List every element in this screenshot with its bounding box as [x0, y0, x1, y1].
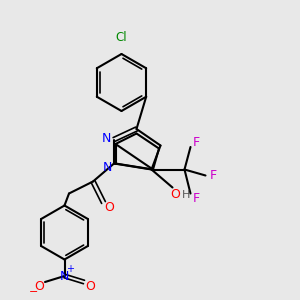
Text: F: F	[193, 191, 200, 205]
Text: H: H	[182, 190, 190, 200]
Text: O: O	[171, 188, 180, 202]
Text: O: O	[34, 280, 44, 293]
Text: −: −	[29, 286, 38, 297]
Text: N: N	[102, 131, 111, 145]
Text: Cl: Cl	[116, 31, 127, 44]
Text: O: O	[85, 280, 95, 293]
Text: F: F	[193, 136, 200, 149]
Text: O: O	[105, 201, 114, 214]
Text: F: F	[209, 169, 217, 182]
Text: +: +	[66, 264, 74, 274]
Text: N: N	[60, 269, 69, 283]
Text: N: N	[103, 160, 112, 174]
